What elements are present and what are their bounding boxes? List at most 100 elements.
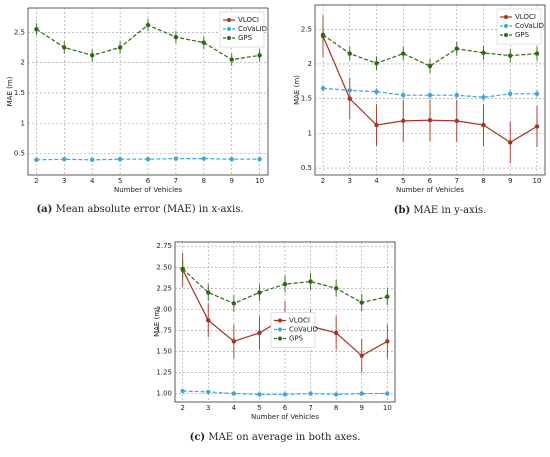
y-tick-label: 1 bbox=[21, 119, 25, 127]
y-tick-label: 2.00 bbox=[156, 305, 172, 313]
legend-marker bbox=[227, 27, 231, 31]
y-tick-label: 0.5 bbox=[14, 150, 25, 158]
legend-marker bbox=[504, 15, 508, 19]
y-tick-label: 2 bbox=[308, 60, 312, 68]
data-point bbox=[308, 279, 313, 284]
data-point bbox=[206, 318, 211, 323]
data-point bbox=[534, 124, 540, 129]
series-line bbox=[322, 34, 538, 67]
data-point bbox=[257, 290, 262, 295]
data-point bbox=[173, 34, 179, 40]
data-point bbox=[89, 157, 95, 163]
legend-marker bbox=[504, 33, 508, 37]
x-tick-label: 6 bbox=[146, 177, 151, 185]
data-point bbox=[62, 157, 67, 162]
data-point bbox=[427, 63, 433, 69]
y-tick-label: 2.5 bbox=[14, 28, 25, 36]
data-point bbox=[385, 391, 390, 396]
data-point bbox=[257, 157, 262, 162]
x-tick-label: 5 bbox=[401, 177, 405, 185]
data-point bbox=[454, 93, 459, 98]
data-point bbox=[347, 51, 352, 56]
y-tick-label: 1.75 bbox=[156, 326, 172, 334]
legend-label: GPS bbox=[289, 335, 304, 343]
x-tick-label: 2 bbox=[180, 404, 184, 412]
data-point bbox=[257, 330, 262, 336]
data-point bbox=[34, 157, 39, 163]
data-point bbox=[62, 45, 67, 50]
data-point bbox=[145, 157, 151, 162]
data-point bbox=[534, 91, 540, 97]
legend-marker bbox=[278, 336, 282, 341]
x-tick-label: 6 bbox=[283, 404, 288, 412]
data-point bbox=[117, 45, 123, 50]
y-tick-label: 1.50 bbox=[156, 347, 172, 355]
data-point bbox=[180, 266, 185, 272]
data-point bbox=[34, 27, 39, 32]
legend-label: CoVaLID bbox=[515, 22, 544, 30]
y-tick-label: 2.75 bbox=[156, 242, 172, 250]
data-point bbox=[401, 118, 406, 124]
x-tick-label: 9 bbox=[229, 177, 233, 185]
x-tick-label: 8 bbox=[202, 177, 206, 185]
data-point bbox=[427, 93, 433, 98]
data-point bbox=[481, 95, 486, 100]
y-axis-label: MAE (m) bbox=[293, 75, 301, 105]
data-point bbox=[308, 391, 313, 396]
x-tick-label: 9 bbox=[508, 177, 512, 185]
x-tick-label: 8 bbox=[481, 177, 485, 185]
data-point bbox=[359, 353, 364, 358]
data-point bbox=[117, 157, 123, 162]
y-tick-label: 1 bbox=[308, 129, 312, 137]
data-point bbox=[385, 294, 390, 299]
caption: (c) MAE on average in both axes. bbox=[190, 432, 361, 443]
x-tick-label: 3 bbox=[206, 404, 210, 412]
data-point bbox=[231, 339, 237, 344]
data-point bbox=[201, 156, 207, 161]
data-point bbox=[229, 57, 234, 62]
y-axis-label: MAE (m) bbox=[153, 307, 161, 337]
data-point bbox=[180, 388, 185, 394]
caption-label: (c) bbox=[190, 432, 206, 443]
x-tick-label: 7 bbox=[455, 177, 459, 185]
y-axis-label: MAE (m) bbox=[6, 76, 14, 106]
x-axis-label: Number of Vehicles bbox=[251, 413, 319, 421]
data-point bbox=[257, 392, 262, 397]
data-point bbox=[231, 391, 237, 396]
legend-marker bbox=[227, 36, 231, 40]
data-point bbox=[347, 96, 352, 101]
legend-label: GPS bbox=[238, 34, 253, 42]
data-point bbox=[401, 51, 406, 56]
data-point bbox=[427, 117, 433, 123]
data-point bbox=[454, 118, 459, 124]
data-point bbox=[229, 157, 234, 162]
x-tick-label: 4 bbox=[232, 404, 237, 412]
data-point bbox=[347, 88, 352, 93]
x-tick-label: 8 bbox=[334, 404, 338, 412]
x-tick-label: 2 bbox=[321, 177, 325, 185]
x-axis-label: Number of Vehicles bbox=[114, 186, 182, 194]
x-tick-label: 10 bbox=[533, 177, 542, 185]
caption: (a) Mean absolute error (MAE) in x-axis. bbox=[36, 204, 243, 215]
data-point bbox=[454, 46, 459, 51]
caption-text: MAE in y-axis. bbox=[413, 205, 486, 216]
x-tick-label: 7 bbox=[174, 177, 178, 185]
data-point bbox=[145, 22, 151, 28]
y-tick-label: 1.5 bbox=[301, 95, 312, 103]
data-point bbox=[385, 339, 390, 344]
y-tick-label: 0.5 bbox=[301, 164, 312, 172]
x-tick-label: 4 bbox=[374, 177, 379, 185]
data-point bbox=[508, 53, 513, 58]
legend-marker bbox=[278, 318, 282, 323]
y-tick-label: 2 bbox=[21, 59, 25, 67]
data-point bbox=[374, 61, 379, 66]
x-tick-label: 5 bbox=[257, 404, 261, 412]
legend-marker bbox=[504, 24, 508, 28]
data-point bbox=[206, 389, 211, 395]
x-tick-label: 9 bbox=[360, 404, 364, 412]
data-point bbox=[231, 301, 237, 306]
y-tick-label: 1.25 bbox=[156, 369, 172, 377]
caption-text: MAE on average in both axes. bbox=[208, 432, 360, 443]
data-point bbox=[201, 40, 207, 45]
data-point bbox=[320, 86, 326, 91]
